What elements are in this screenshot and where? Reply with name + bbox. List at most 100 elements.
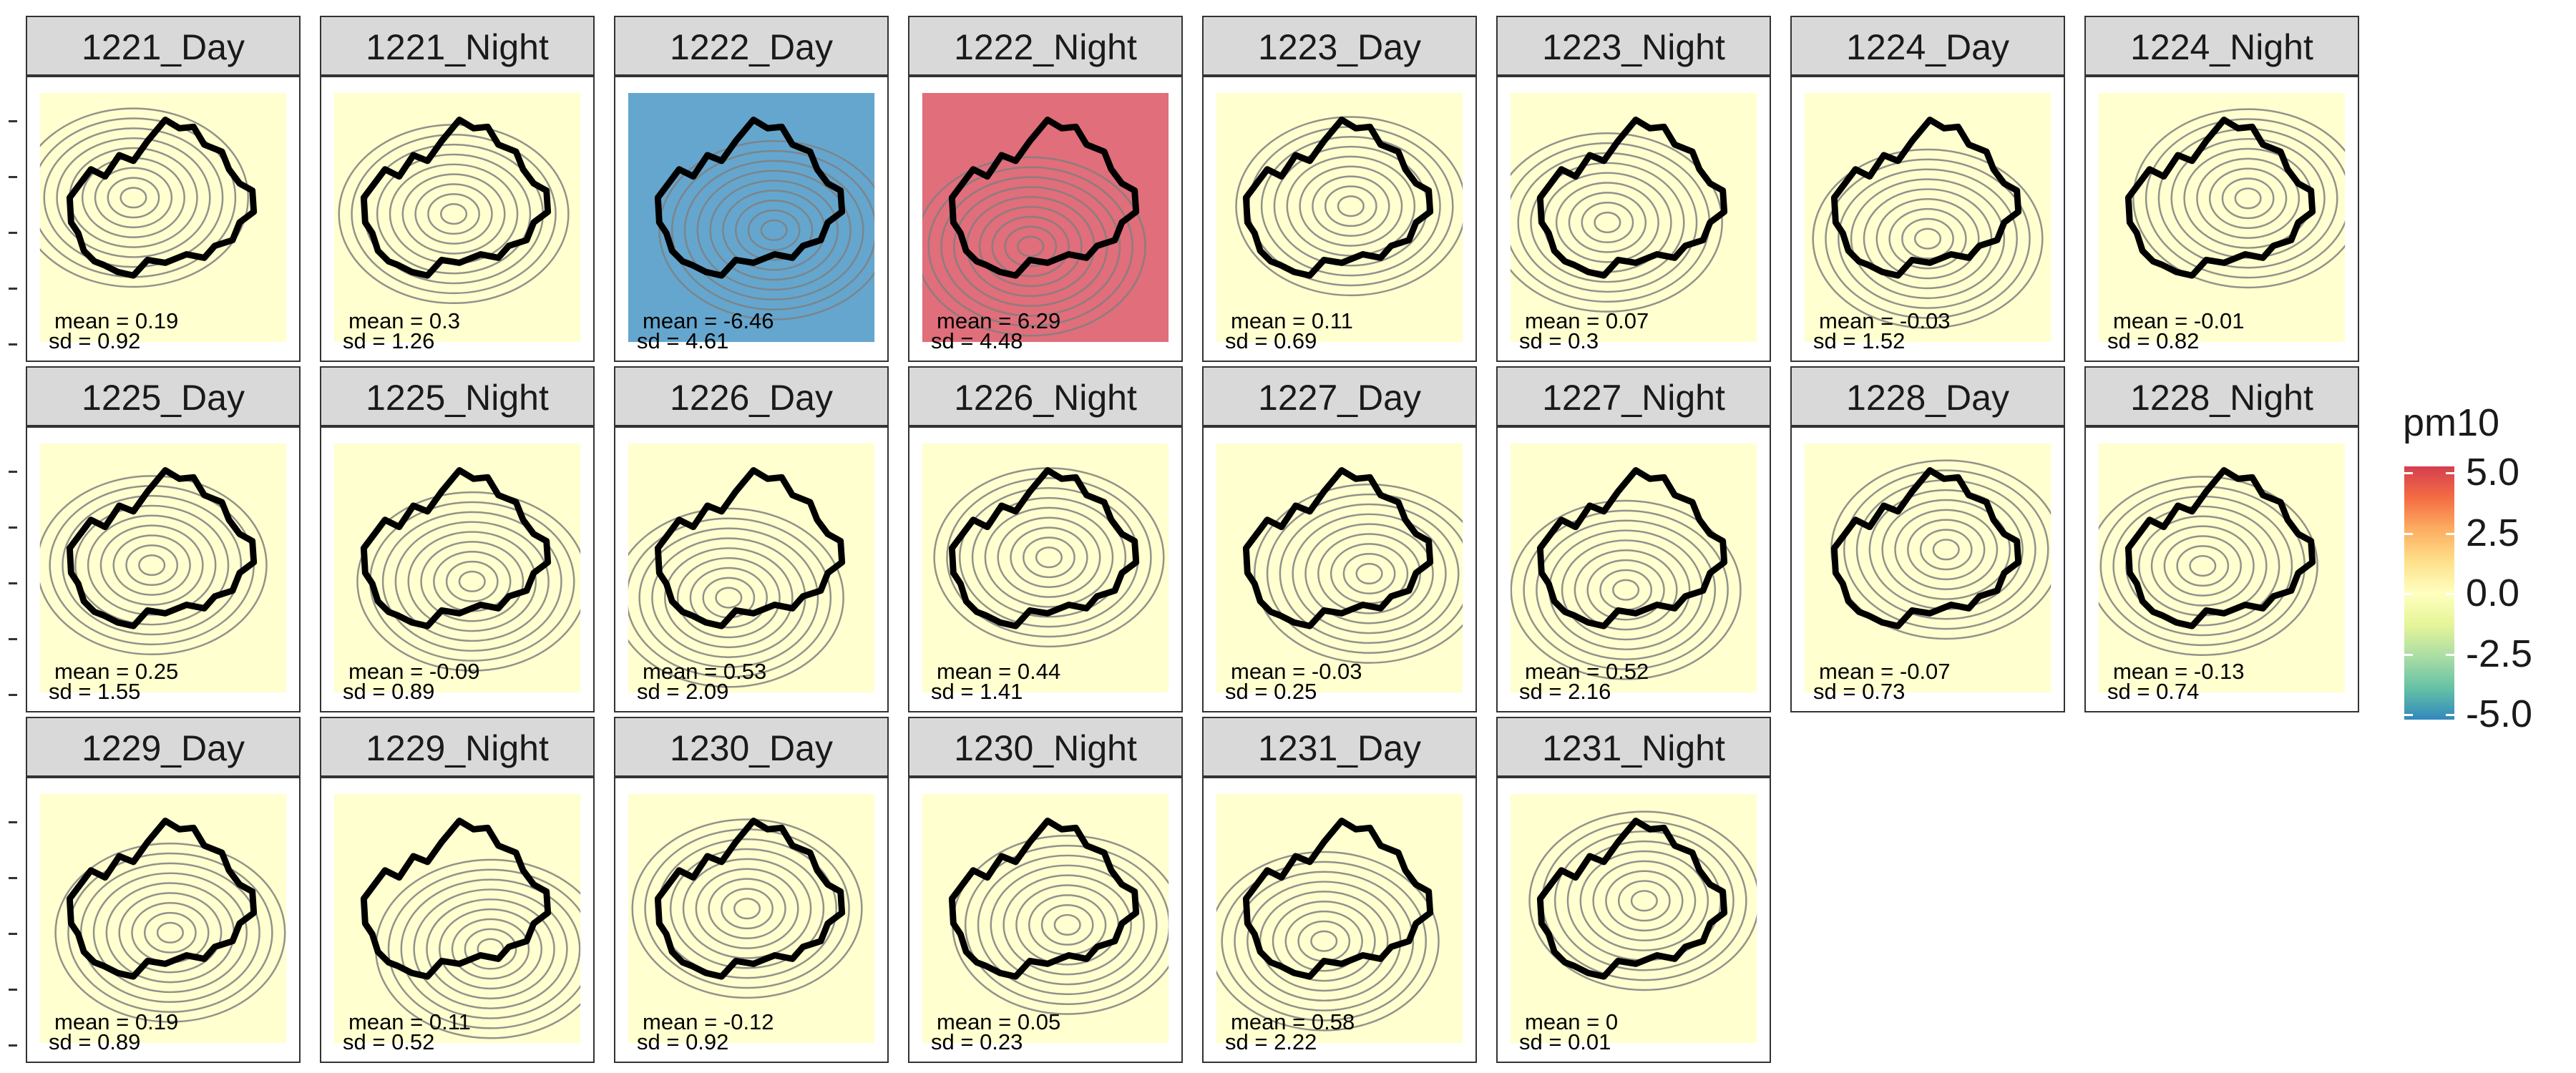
contour-line [1907, 519, 1986, 581]
contour-line [1901, 217, 1954, 260]
contour-line [2189, 554, 2217, 577]
facet-panel: 1231_Day mean = 0.58 sd = 2.22 [1202, 717, 1477, 1063]
contour-line [715, 587, 743, 609]
contour-line [1342, 552, 1396, 594]
contour-line [401, 173, 506, 255]
facet-plot-area: mean = 0.53 sd = 2.09 [614, 426, 889, 712]
contour-map [1498, 77, 1770, 361]
contour-line [747, 209, 801, 251]
facet-panel: 1230_Day mean = -0.12 sd = 0.92 [614, 717, 889, 1063]
contour-line [1881, 499, 2011, 600]
facet-panel: 1222_Day mean = -6.46 sd = 4.61 [614, 16, 889, 362]
mean-annotation: mean = 0.19 [54, 1009, 179, 1034]
y-axis-tick [9, 638, 17, 640]
facet-plot-area: mean = -0.07 sd = 0.73 [1790, 426, 2065, 712]
contour-line [940, 176, 1121, 317]
facet-strip: 1221_Day [26, 16, 301, 76]
facet-label: 1227_Night [1542, 378, 1725, 418]
region-boundary [360, 467, 552, 629]
contour-line [54, 842, 286, 1023]
contour-line [414, 183, 493, 245]
contour-map [1792, 77, 2064, 361]
sd-annotation: sd = 0.82 [2107, 328, 2200, 353]
contour-line [2176, 545, 2230, 587]
contour-line [1299, 165, 1403, 247]
mean-annotation: mean = 6.29 [937, 308, 1061, 333]
contour-line [1053, 913, 1081, 936]
contour-line [1221, 861, 1427, 1021]
sd-annotation: sd = 0.92 [49, 328, 141, 353]
contour-line [1553, 831, 1735, 971]
facet-plot-area: mean = 0.25 sd = 1.55 [26, 426, 301, 712]
contour-line [1592, 860, 1697, 941]
contour-map [1498, 428, 1770, 711]
contour-line [664, 547, 794, 649]
facet-label: 1229_Night [366, 728, 549, 768]
contour-map [909, 778, 1181, 1062]
facet-label: 1224_Day [1846, 27, 2009, 67]
contour-line [696, 170, 852, 291]
facet-panel: 1223_Day mean = 0.11 sd = 0.69 [1202, 16, 1477, 362]
facet-label: 1228_Day [1846, 378, 2009, 418]
contour-line [1586, 559, 1665, 621]
mean-annotation: mean = -0.12 [643, 1009, 774, 1034]
colorbar-tick-label: -5.0 [2466, 692, 2533, 735]
y-axis-tick [9, 288, 17, 290]
facet-plot-area: mean = -0.12 sd = 0.92 [614, 777, 889, 1063]
mean-annotation: mean = -0.07 [1819, 659, 1951, 684]
facet-strip: 1229_Day [26, 717, 301, 777]
facet-strip: 1226_Night [908, 366, 1183, 426]
contour-line [1312, 175, 1390, 237]
facet-plot-area: mean = 0.11 sd = 0.52 [320, 777, 595, 1063]
mean-annotation: mean = -0.13 [2113, 659, 2245, 684]
contour-line [99, 524, 204, 606]
facet-strip: 1223_Day [1202, 16, 1477, 76]
sd-annotation: sd = 0.89 [343, 679, 435, 704]
contour-line [971, 496, 1127, 618]
facet-strip: 1225_Day [26, 366, 301, 426]
contour-line [381, 511, 562, 652]
contour-line [1259, 891, 1389, 992]
region-boundary [1242, 818, 1434, 980]
mean-annotation: mean = -0.09 [348, 659, 480, 684]
sd-annotation: sd = 0.73 [1813, 679, 1906, 704]
facet-label: 1225_Night [366, 378, 549, 418]
region-boundary [1830, 117, 2022, 279]
mean-annotation: mean = -0.03 [1231, 659, 1362, 684]
facet-panel: 1225_Day mean = 0.25 sd = 1.55 [26, 366, 301, 712]
region-boundary [2124, 117, 2316, 279]
contour-line [413, 888, 568, 1009]
facet-strip: 1222_Night [908, 16, 1183, 76]
contour-line [451, 918, 530, 980]
sd-annotation: sd = 0.74 [2107, 679, 2200, 704]
contour-line [1292, 513, 1447, 635]
contour-map [909, 428, 1181, 711]
contour-line [997, 516, 1101, 598]
sd-annotation: sd = 4.61 [637, 328, 729, 353]
contour-map [27, 778, 299, 1062]
region-boundary [948, 818, 1140, 980]
sd-annotation: sd = 1.41 [931, 679, 1023, 704]
contour-line [144, 911, 197, 954]
contour-map [321, 77, 593, 361]
contour-line [87, 514, 217, 616]
contour-line [394, 521, 550, 642]
mean-annotation: mean = 0.52 [1525, 659, 1649, 684]
facet-plot-area: mean = -6.46 sd = 4.61 [614, 76, 889, 362]
contour-line [669, 848, 825, 969]
contour-line [1017, 235, 1045, 258]
region-boundary [1242, 117, 1434, 279]
facet-plot-area: mean = 0.58 sd = 2.22 [1202, 777, 1477, 1063]
facet-strip: 1222_Day [614, 16, 889, 76]
contour-line [62, 494, 243, 636]
facet-panel: 1230_Night mean = 0.05 sd = 0.23 [908, 717, 1183, 1063]
contour-line [1594, 211, 1621, 234]
contour-line [1617, 880, 1671, 922]
contour-map [1498, 778, 1770, 1062]
contour-line [464, 928, 517, 970]
region-boundary [948, 117, 1140, 279]
contour-line [1234, 871, 1415, 1011]
contour-line [376, 153, 532, 275]
contour-line [689, 567, 769, 629]
